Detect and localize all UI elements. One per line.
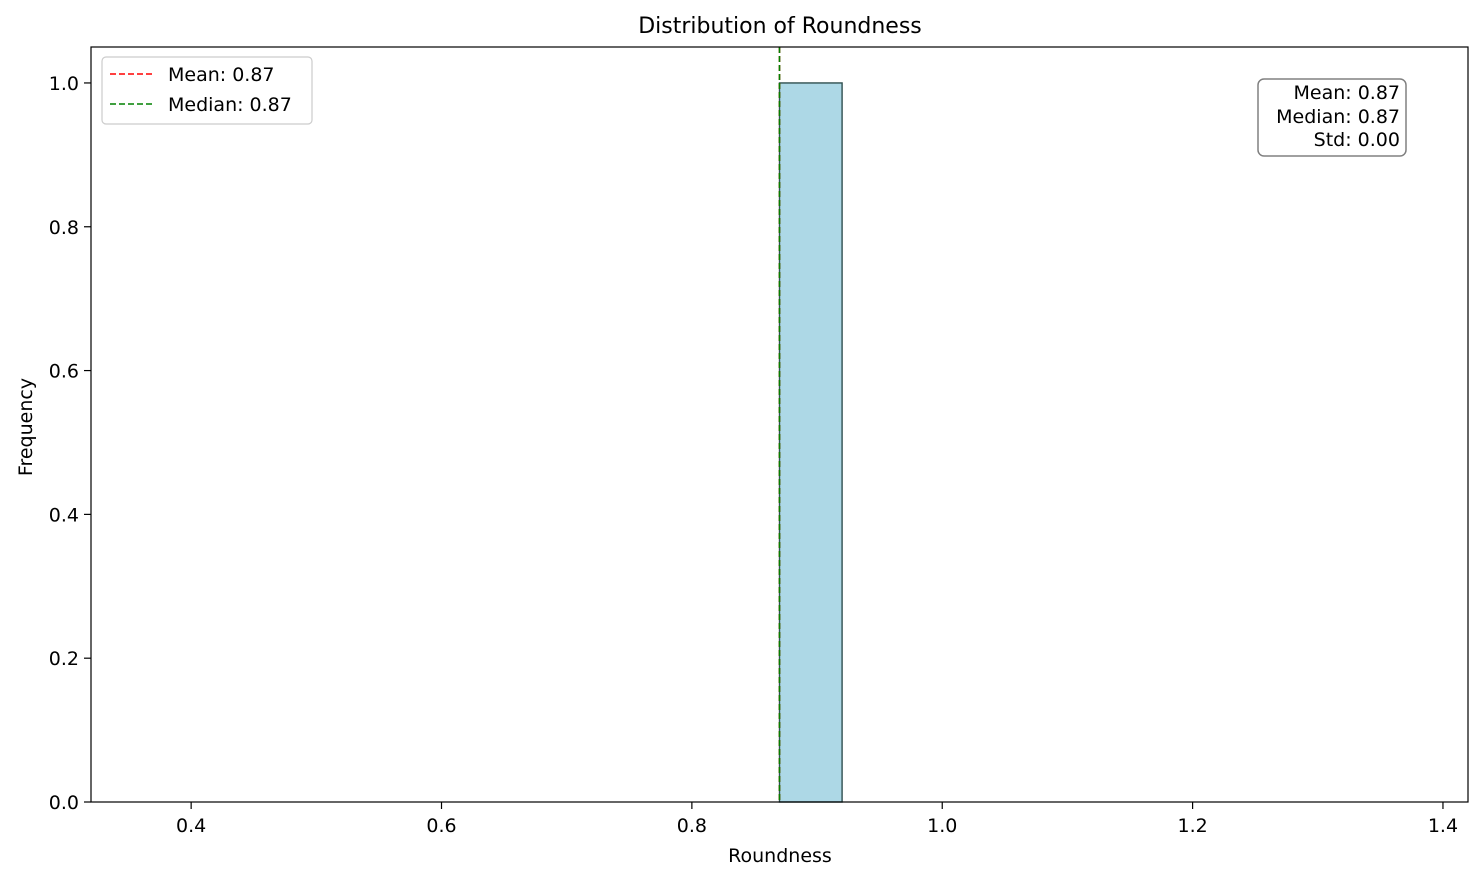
legend-mean-label: Mean: 0.87 [168,64,275,86]
stats-median: Median: 0.87 [1276,106,1400,128]
bars-group [778,82,843,803]
x-tick-label: 1.2 [1177,815,1207,837]
axes-frame [90,46,1469,803]
x-tick-label: 0.4 [176,815,206,837]
x-tick-label: 0.6 [426,815,456,837]
x-tick-label: 0.8 [677,815,707,837]
y-tick-label: 0.0 [49,792,79,814]
stats-mean: Mean: 0.87 [1293,82,1400,104]
x-axis-ticks: 0.4 0.6 0.8 1.0 1.2 1.4 [176,802,1458,837]
x-tick-label: 1.4 [1428,815,1458,837]
legend: Mean: 0.87 Median: 0.87 [101,56,313,125]
y-tick-label: 0.8 [49,217,79,239]
y-tick-label: 1.0 [49,73,79,95]
x-tick-label: 1.0 [927,815,957,837]
stats-box: Mean: 0.87 Median: 0.87 Std: 0.00 [1257,78,1407,157]
histogram-bar [778,82,843,803]
y-tick-label: 0.6 [49,361,79,383]
y-axis-label: Frequency [15,378,37,476]
y-tick-label: 0.4 [49,504,79,526]
stats-std: Std: 0.00 [1314,129,1400,151]
y-tick-label: 0.2 [49,648,79,670]
y-axis-ticks: 0.0 0.2 0.4 0.6 0.8 1.0 [49,73,91,814]
stats-box-frame [1257,78,1407,157]
x-axis-label: Roundness [728,845,832,867]
legend-box [101,56,313,125]
legend-median-label: Median: 0.87 [168,94,292,116]
chart-title: Distribution of Roundness [638,14,922,39]
